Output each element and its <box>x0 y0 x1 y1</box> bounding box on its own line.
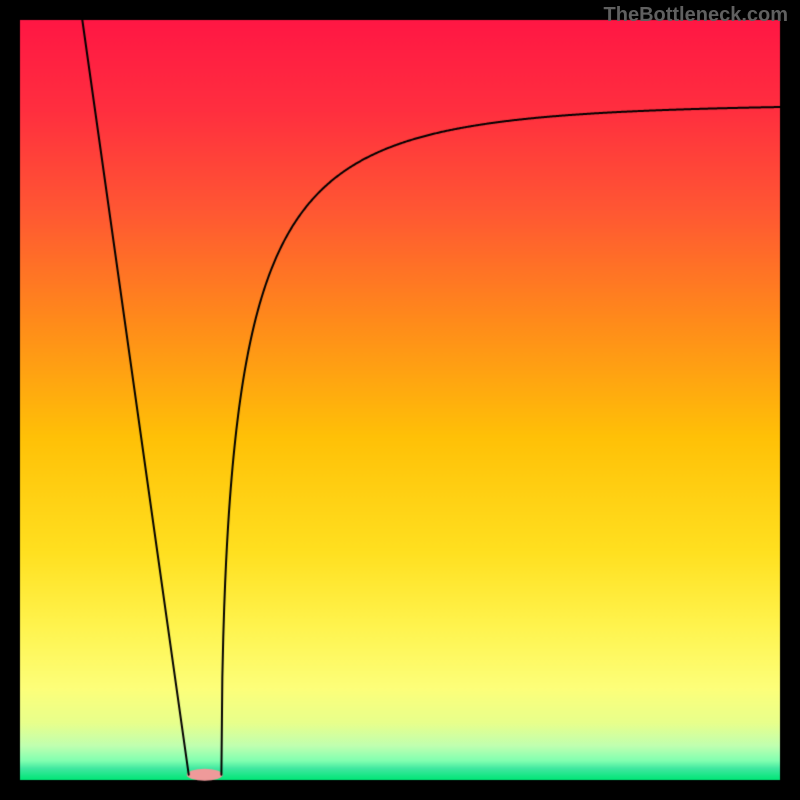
bottleneck-chart <box>0 0 800 800</box>
